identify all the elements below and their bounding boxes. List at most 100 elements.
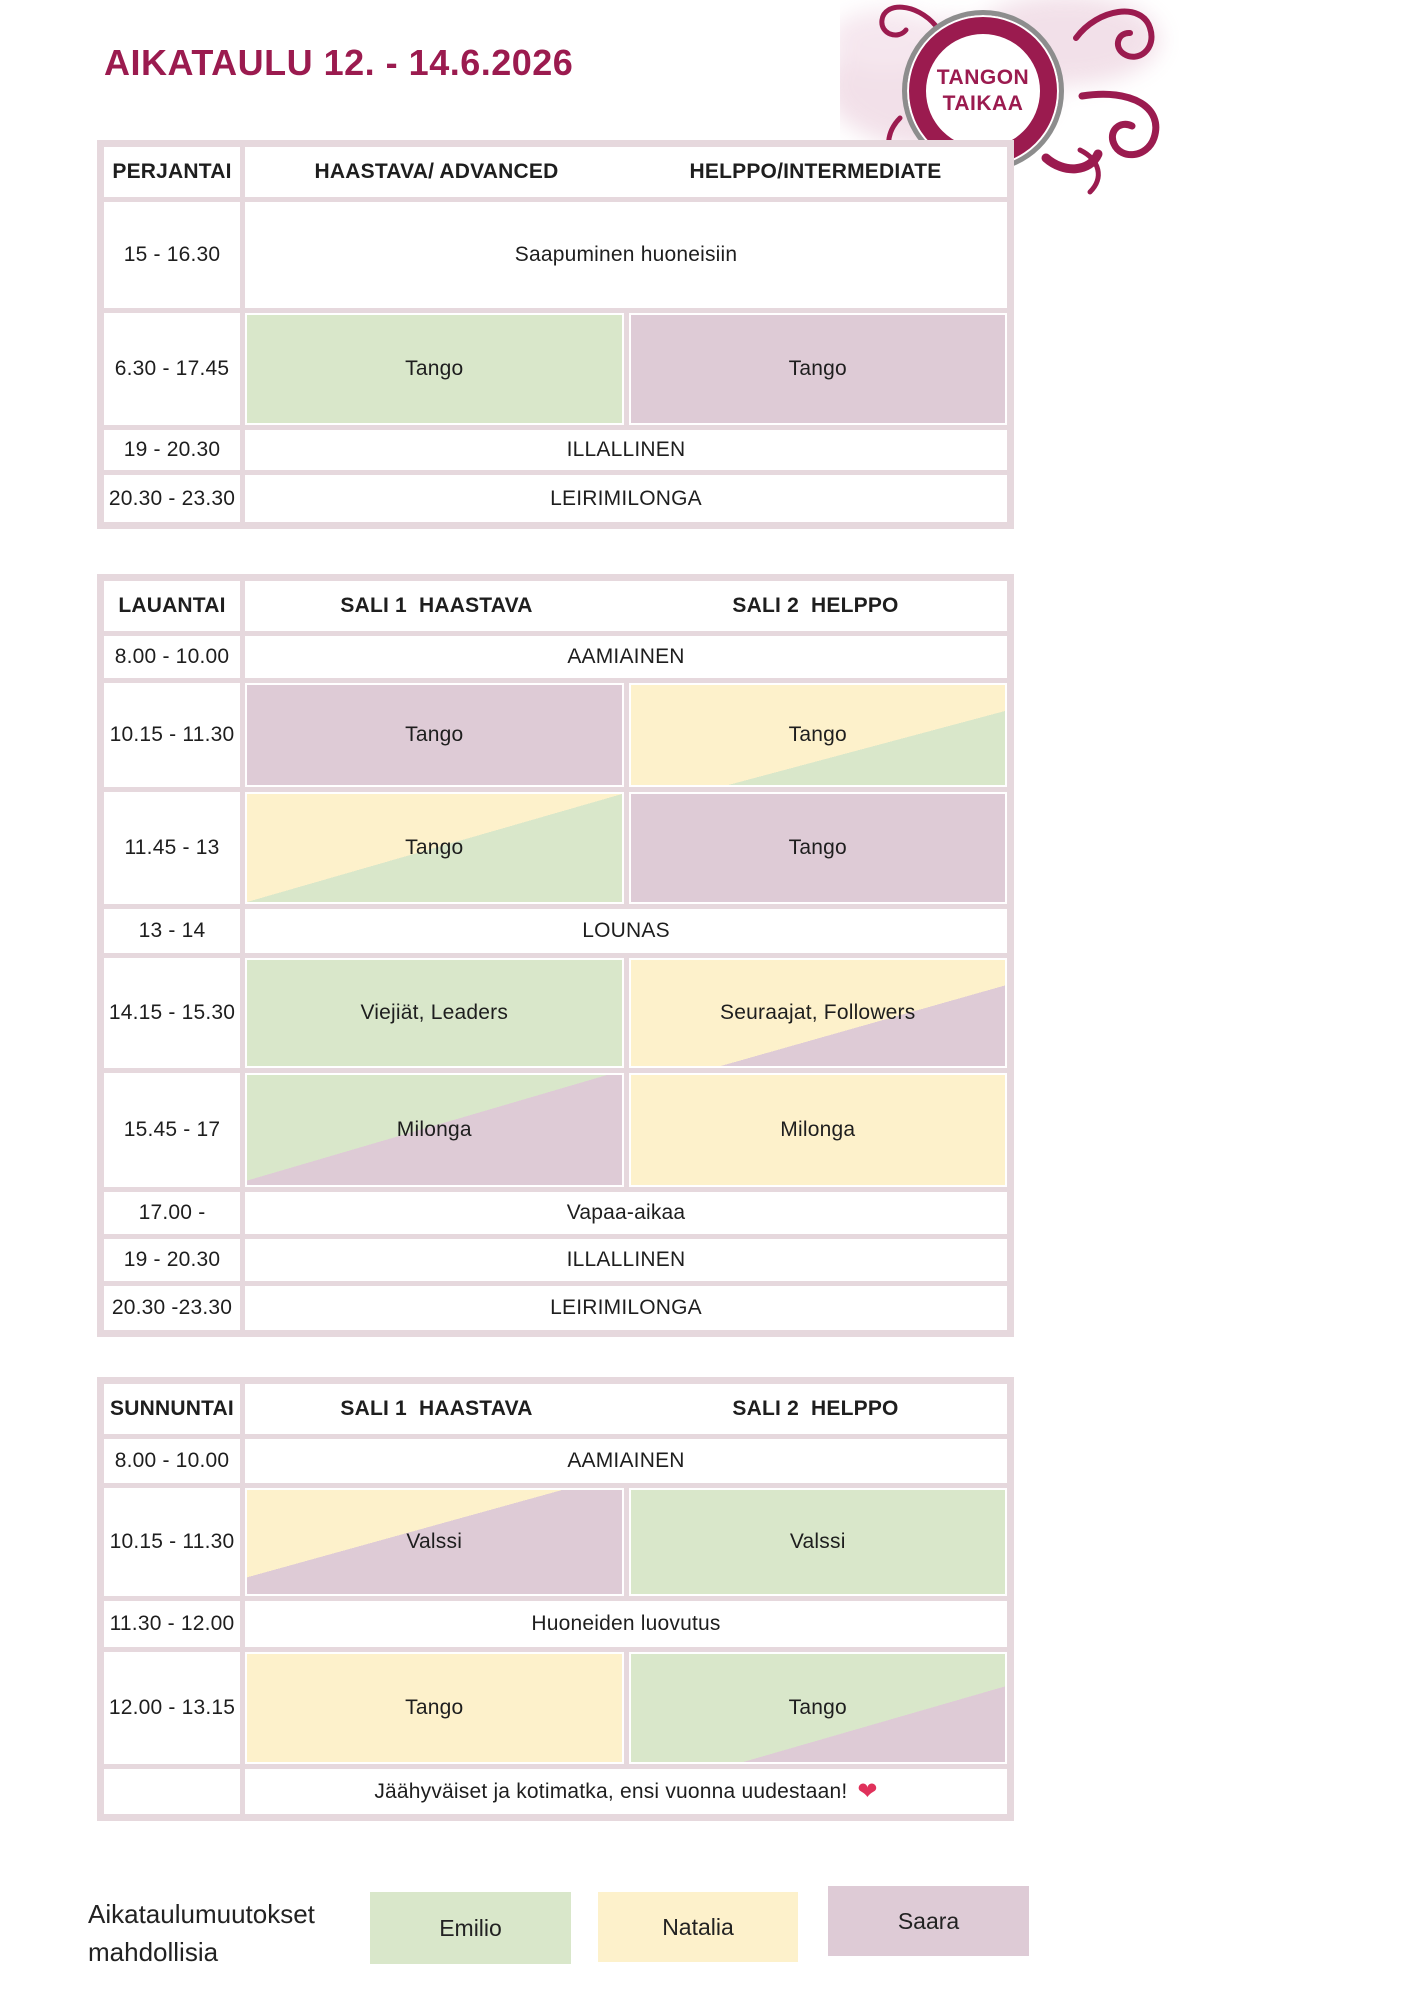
event-label: ILLALLINEN (566, 438, 686, 461)
schedule-row: 8.00 - 10.00 AAMIAINEN (104, 1439, 1007, 1483)
schedule-note: Aikataulumuutokset mahdollisia (88, 1895, 315, 1971)
page-title: AIKATAULU 12. - 14.6.2026 (104, 42, 574, 83)
event-cell: AAMIAINEN (245, 636, 1007, 678)
room-level-label-left: SALI 1 HAASTAVA (340, 1397, 533, 1420)
event-label: LEIRIMILONGA (550, 1296, 702, 1319)
class-cell: Tango (628, 683, 1007, 787)
class-cell: Tango (628, 1652, 1007, 1764)
event-cell: LEIRIMILONGA (245, 1286, 1007, 1330)
class-cell: Valssi (628, 1488, 1007, 1596)
time-cell: 8.00 - 10.00 (104, 1439, 240, 1483)
time-cell: 12.00 - 13.15 (104, 1652, 240, 1764)
class-cell: Tango (628, 313, 1007, 425)
event-label: AAMIAINEN (567, 645, 685, 668)
schedule-row: 13 - 14 LOUNAS (104, 909, 1007, 953)
class-cell: Tango (245, 683, 624, 787)
schedule-table-saturday: LAUANTAI SALI 1 HAASTAVA SALI 2 HELPPO 8.00… (97, 574, 1014, 1337)
event-label: LEIRIMILONGA (550, 486, 702, 510)
schedule-tables: PERJANTAI HAASTAVA/ ADVANCED HELPPO/INTERM… (97, 140, 1014, 1821)
time-cell: 17.00 - (104, 1192, 240, 1234)
schedule-row: 15.45 - 17 Milonga Milonga (104, 1073, 1007, 1187)
class-cell: Tango (245, 313, 624, 425)
room-level-label-right: HELPPO/INTERMEDIATE (689, 160, 942, 183)
day-cell: LAUANTAI (104, 581, 240, 631)
class-cell: Seuraajat, Followers (628, 958, 1007, 1068)
schedule-row: 20.30 - 23.30 LEIRIMILONGA (104, 475, 1007, 522)
schedule-header-row: PERJANTAI HAASTAVA/ ADVANCED HELPPO/INTERM… (104, 147, 1007, 197)
schedule-row: 17.00 - Vapaa-aikaa (104, 1192, 1007, 1234)
schedule-row: 15 - 16.30 Saapuminen huoneisiin (104, 202, 1007, 308)
time-cell: 20.30 -23.30 (104, 1286, 240, 1330)
schedule-row: 11.45 - 13 Tango Tango (104, 792, 1007, 904)
logo-text-line2: TAIKAA (942, 92, 1024, 115)
day-cell: SUNNUNTAI (104, 1384, 240, 1434)
time-cell: 20.30 - 23.30 (104, 475, 240, 522)
schedule-row: 19 - 20.30 ILLALLINEN (104, 1239, 1007, 1281)
schedule-row: 14.15 - 15.30 Viejiät, Leaders Seuraajat, … (104, 958, 1007, 1068)
schedule-table-friday: PERJANTAI HAASTAVA/ ADVANCED HELPPO/INTERM… (97, 140, 1014, 529)
room-level-label-left: SALI 1 HAASTAVA (340, 594, 533, 617)
event-cell: ILLALLINEN (245, 1239, 1007, 1281)
event-label: ILLALLINEN (566, 1248, 686, 1271)
schedule-row: 19 - 20.30 ILLALLINEN (104, 430, 1007, 470)
day-cell: PERJANTAI (104, 147, 240, 197)
schedule-row: 10.15 - 11.30 Valssi Valssi (104, 1488, 1007, 1596)
time-cell: 15.45 - 17 (104, 1073, 240, 1187)
event-label: Vapaa-aikaa (566, 1201, 686, 1224)
schedule-row: 12.00 - 13.15 Tango Tango (104, 1652, 1007, 1764)
event-cell: LOUNAS (245, 909, 1007, 953)
room-level-label-left: HAASTAVA/ ADVANCED (314, 160, 559, 183)
time-cell: 13 - 14 (104, 909, 240, 953)
time-cell: 8.00 - 10.00 (104, 636, 240, 678)
schedule-row: 6.30 - 17.45 Tango Tango (104, 313, 1007, 425)
event-label: Saapuminen huoneisiin (514, 243, 738, 266)
class-cell: Viejiät, Leaders (245, 958, 624, 1068)
heart-icon: ❤ (857, 1777, 878, 1805)
event-cell: Huoneiden luovutus (245, 1601, 1007, 1647)
event-cell: Saapuminen huoneisiin (245, 202, 1007, 308)
room-level-label-right: SALI 2 HELPPO (732, 594, 899, 617)
event-cell: LEIRIMILONGA (245, 475, 1007, 522)
time-cell: 6.30 - 17.45 (104, 313, 240, 425)
time-cell (104, 1769, 240, 1814)
event-cell: AAMIAINEN (245, 1439, 1007, 1483)
schedule-row: 20.30 -23.30 LEIRIMILONGA (104, 1286, 1007, 1330)
schedule-header-row: SUNNUNTAI SALI 1 HAASTAVA SALI 2 HELPPO (104, 1384, 1007, 1434)
legend-item-emilio: Emilio (370, 1892, 571, 1964)
schedule-row: 8.00 - 10.00 AAMIAINEN (104, 636, 1007, 678)
event-cell: ILLALLINEN (245, 430, 1007, 470)
event-label: Huoneiden luovutus (531, 1612, 721, 1635)
event-cell: Jäähyväiset ja kotimatka, ensi vuonna uu… (245, 1769, 1007, 1814)
room-level-label-right: SALI 2 HELPPO (732, 1397, 899, 1420)
class-cell: Tango (245, 792, 624, 904)
event-label: AAMIAINEN (567, 1449, 685, 1472)
time-cell: 15 - 16.30 (104, 202, 240, 308)
legend-item-natalia: Natalia (598, 1892, 798, 1962)
logo-text-line1: TANGON (936, 66, 1030, 89)
note-line1: Aikataulumuutokset (88, 1899, 315, 1929)
time-cell: 14.15 - 15.30 (104, 958, 240, 1068)
time-cell: 19 - 20.30 (104, 1239, 240, 1281)
class-cell: Tango (628, 792, 1007, 904)
note-line2: mahdollisia (88, 1937, 219, 1967)
rooms-header-cell: SALI 1 HAASTAVA SALI 2 HELPPO (245, 581, 1007, 631)
event-label: LOUNAS (582, 919, 670, 942)
schedule-row: 10.15 - 11.30 Tango Tango (104, 683, 1007, 787)
rooms-header-cell: HAASTAVA/ ADVANCED HELPPO/INTERMEDIATE (245, 147, 1007, 197)
schedule-table-sunday: SUNNUNTAI SALI 1 HAASTAVA SALI 2 HELPPO 8.0… (97, 1377, 1014, 1821)
schedule-row: 11.30 - 12.00 Huoneiden luovutus (104, 1601, 1007, 1647)
schedule-row: Jäähyväiset ja kotimatka, ensi vuonna uu… (104, 1769, 1007, 1814)
time-cell: 10.15 - 11.30 (104, 683, 240, 787)
event-label: Jäähyväiset ja kotimatka, ensi vuonna uu… (374, 1779, 848, 1803)
time-cell: 19 - 20.30 (104, 430, 240, 470)
class-cell: Tango (245, 1652, 624, 1764)
schedule-header-row: LAUANTAI SALI 1 HAASTAVA SALI 2 HELPPO (104, 581, 1007, 631)
legend-item-saara: Saara (828, 1886, 1029, 1956)
class-cell: Milonga (628, 1073, 1007, 1187)
event-cell: Vapaa-aikaa (245, 1192, 1007, 1234)
class-cell: Valssi (245, 1488, 624, 1596)
class-cell: Milonga (245, 1073, 624, 1187)
rooms-header-cell: SALI 1 HAASTAVA SALI 2 HELPPO (245, 1384, 1007, 1434)
time-cell: 11.30 - 12.00 (104, 1601, 240, 1647)
